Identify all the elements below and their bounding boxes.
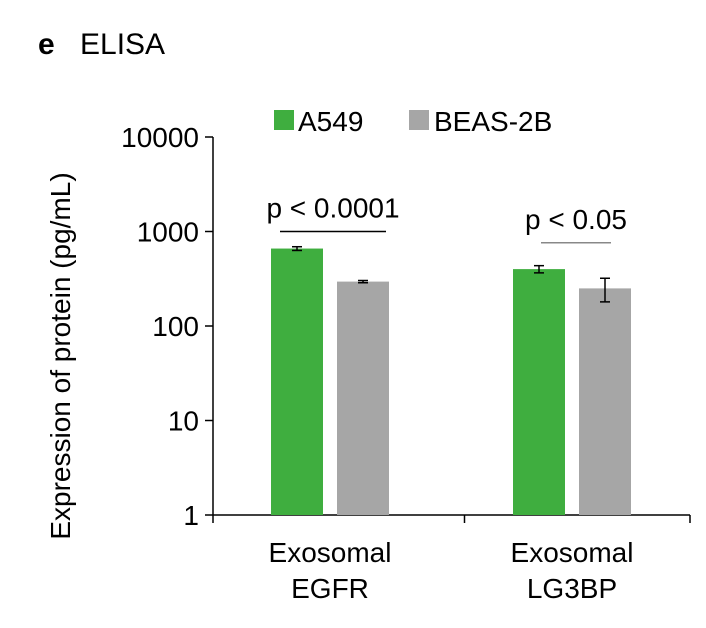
y-tick-label: 1 <box>183 500 199 531</box>
chart-title: ELISA <box>80 28 165 61</box>
legend-swatch-a549 <box>274 110 294 130</box>
y-tick-label: 1000 <box>137 217 199 248</box>
significance-annotations: p < 0.0001 p < 0.05 <box>266 193 627 244</box>
y-tick-label: 10 <box>168 406 199 437</box>
x-tick-label-line1: Exosomal <box>269 537 392 568</box>
legend-label-a549: A549 <box>298 106 363 137</box>
y-tick-label: 100 <box>152 311 199 342</box>
panel-letter: e <box>38 28 55 61</box>
p-value-label: p < 0.0001 <box>266 193 399 224</box>
legend-label-beas-2b: BEAS-2B <box>434 106 552 137</box>
y-tick-label: 10000 <box>121 122 199 153</box>
bar-beas-2b-0 <box>337 281 389 515</box>
x-tick-label-line1: Exosomal <box>511 537 634 568</box>
bar-a549-0 <box>271 248 323 515</box>
bar-beas-2b-1 <box>579 288 631 515</box>
legend-swatch-beas-2b <box>409 110 429 130</box>
bars <box>271 245 631 515</box>
bar-a549-1 <box>513 269 565 515</box>
y-axis-label: Expression of protein (pg/mL) <box>45 172 76 539</box>
x-tick-label-line2: EGFR <box>291 573 369 604</box>
x-axis-labels: Exosomal EGFR Exosomal LG3BP <box>269 537 634 604</box>
x-tick-label-line2: LG3BP <box>527 573 617 604</box>
p-value-label: p < 0.05 <box>525 204 627 235</box>
legend: A549 BEAS-2B <box>274 106 552 137</box>
